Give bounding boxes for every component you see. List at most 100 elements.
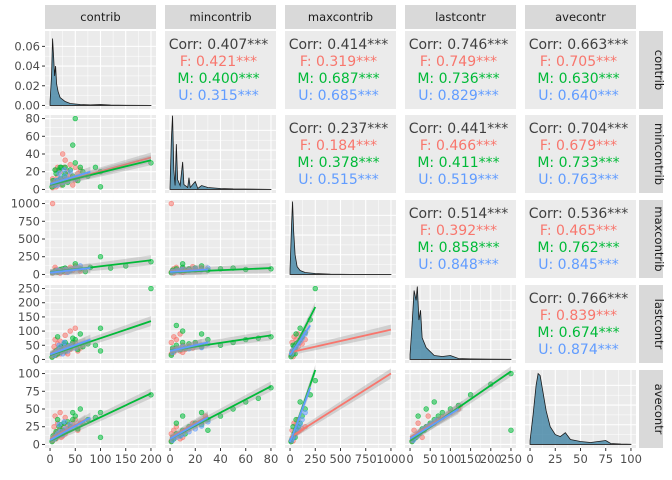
point-U — [67, 169, 73, 175]
corr-label-u: U: 0.519*** — [418, 172, 499, 188]
x-tick-label: 50 — [68, 452, 83, 466]
point-M — [52, 167, 58, 173]
corr-label-m: M: 0.400*** — [177, 71, 259, 87]
corr-label-corr: Corr: 0.766*** — [529, 291, 629, 307]
panel-mincontrib-avecontr — [525, 115, 636, 193]
corr-label-corr: Corr: 0.746*** — [409, 37, 509, 53]
corr-label-f: F: 0.839*** — [540, 308, 617, 324]
fit-band-M — [50, 316, 151, 359]
panel-mincontrib-lastcontr — [405, 115, 516, 193]
corr-label-m: M: 0.762*** — [537, 240, 619, 256]
y-tick-label: 80 — [25, 112, 40, 126]
strip-right-label: mincontrib — [652, 123, 666, 185]
corr-label-corr: Corr: 0.663*** — [529, 37, 629, 53]
point-M — [179, 261, 186, 267]
point-F — [419, 434, 425, 441]
point-F — [425, 413, 431, 419]
x-tick-label: 250 — [500, 452, 522, 466]
y-tick-label: 200 — [18, 296, 40, 310]
corr-label-f: F: 0.184*** — [300, 138, 377, 154]
point-M — [77, 331, 84, 337]
point-M — [97, 434, 104, 441]
x-tick-label: 200 — [480, 452, 502, 466]
y-tick-label: 750 — [18, 214, 40, 228]
point-U — [299, 416, 305, 423]
x-tick-label: 20 — [188, 452, 203, 466]
y-axis-mincontrib: 0 20 40 60 80 — [25, 112, 45, 196]
point-M — [255, 395, 262, 402]
fit-band-M — [50, 388, 151, 444]
strip-top-label: mincontrib — [189, 10, 251, 24]
x-tick-label: 100 — [620, 452, 642, 466]
fit-band-M — [170, 263, 271, 276]
point-F — [59, 151, 66, 157]
fit-band-U — [170, 264, 208, 275]
point-M — [77, 164, 84, 170]
corr-label-u: U: 0.315*** — [178, 88, 259, 104]
corr-label-f: F: 0.679*** — [540, 138, 617, 154]
corr-label-m: M: 0.411*** — [417, 155, 499, 171]
panel-maxcontrib-maxcontrib — [285, 200, 396, 278]
point-M — [198, 331, 205, 337]
corr-label-u: U: 0.515*** — [298, 172, 379, 188]
x-tick-label: 60 — [238, 452, 253, 466]
point-M — [92, 164, 99, 170]
strip-top-label: maxcontrib — [308, 10, 373, 24]
strip-right-contrib: contrib — [639, 31, 666, 109]
y-tick-label: 75 — [25, 384, 40, 398]
point-M — [297, 399, 303, 405]
fit-band-F — [290, 324, 391, 356]
corr-label-m: M: 0.736*** — [417, 71, 499, 87]
fit-line-U — [49, 170, 91, 185]
y-tick-label: 0 — [33, 267, 40, 281]
corr-label-m: M: 0.378*** — [297, 155, 379, 171]
corr-label-m: M: 0.687*** — [297, 71, 379, 87]
fit-line-U — [49, 416, 91, 441]
point-M — [447, 406, 454, 412]
scatter-maxcontrib-vs-mincontrib — [168, 200, 274, 276]
panel-mincontrib-maxcontrib — [285, 115, 396, 193]
y-tick-label: 1000 — [11, 197, 40, 211]
corr-label-u: U: 0.874*** — [538, 342, 619, 358]
corr-label-m: M: 0.733*** — [537, 155, 619, 171]
y-tick-label: 250 — [18, 250, 40, 264]
x-tick-label: 0 — [406, 452, 413, 466]
x-tick-label: 500 — [330, 452, 352, 466]
point-M — [97, 184, 104, 190]
fit-band-U — [50, 334, 91, 358]
density-mincontrib — [169, 115, 272, 190]
strip-right-maxcontrib: maxcontrib — [639, 200, 666, 278]
y-tick-label: 20 — [25, 165, 40, 179]
point-F — [72, 325, 78, 331]
point-F — [70, 182, 76, 188]
scatter-avecontr-vs-mincontrib — [168, 381, 274, 445]
fit-band-M — [50, 155, 151, 189]
density-contrib — [49, 38, 152, 106]
x-tick-label: 100 — [90, 452, 112, 466]
point-M — [173, 322, 180, 329]
point-M — [508, 427, 514, 433]
density-avecontr — [529, 372, 632, 445]
corr-lastcontr-avecontr: Corr: 0.766***F: 0.839***M: 0.674***U: 0… — [529, 291, 629, 358]
fit-line-F — [169, 415, 209, 439]
corr-mincontrib-maxcontrib: Corr: 0.237***F: 0.184***M: 0.378***U: 0… — [289, 121, 389, 188]
point-F — [57, 409, 63, 416]
corr-label-corr: Corr: 0.514*** — [409, 206, 509, 222]
scatter-maxcontrib-vs-contrib — [49, 200, 154, 276]
corr-label-u: U: 0.829*** — [418, 88, 499, 104]
x-tick-label: 0 — [166, 452, 173, 466]
corr-label-f: F: 0.392*** — [420, 223, 497, 239]
point-U — [56, 421, 62, 428]
fit-band-U — [50, 166, 91, 188]
point-M — [179, 413, 186, 419]
x-tick-label: 40 — [213, 452, 228, 466]
panel-maxcontrib-contrib — [45, 200, 156, 278]
point-M — [467, 392, 474, 398]
corr-label-f: F: 0.466*** — [420, 138, 497, 154]
corr-label-corr: Corr: 0.704*** — [529, 121, 629, 137]
point-M — [70, 142, 76, 148]
x-tick-label: 1000 — [376, 452, 405, 466]
x-tick-label: 80 — [264, 452, 279, 466]
